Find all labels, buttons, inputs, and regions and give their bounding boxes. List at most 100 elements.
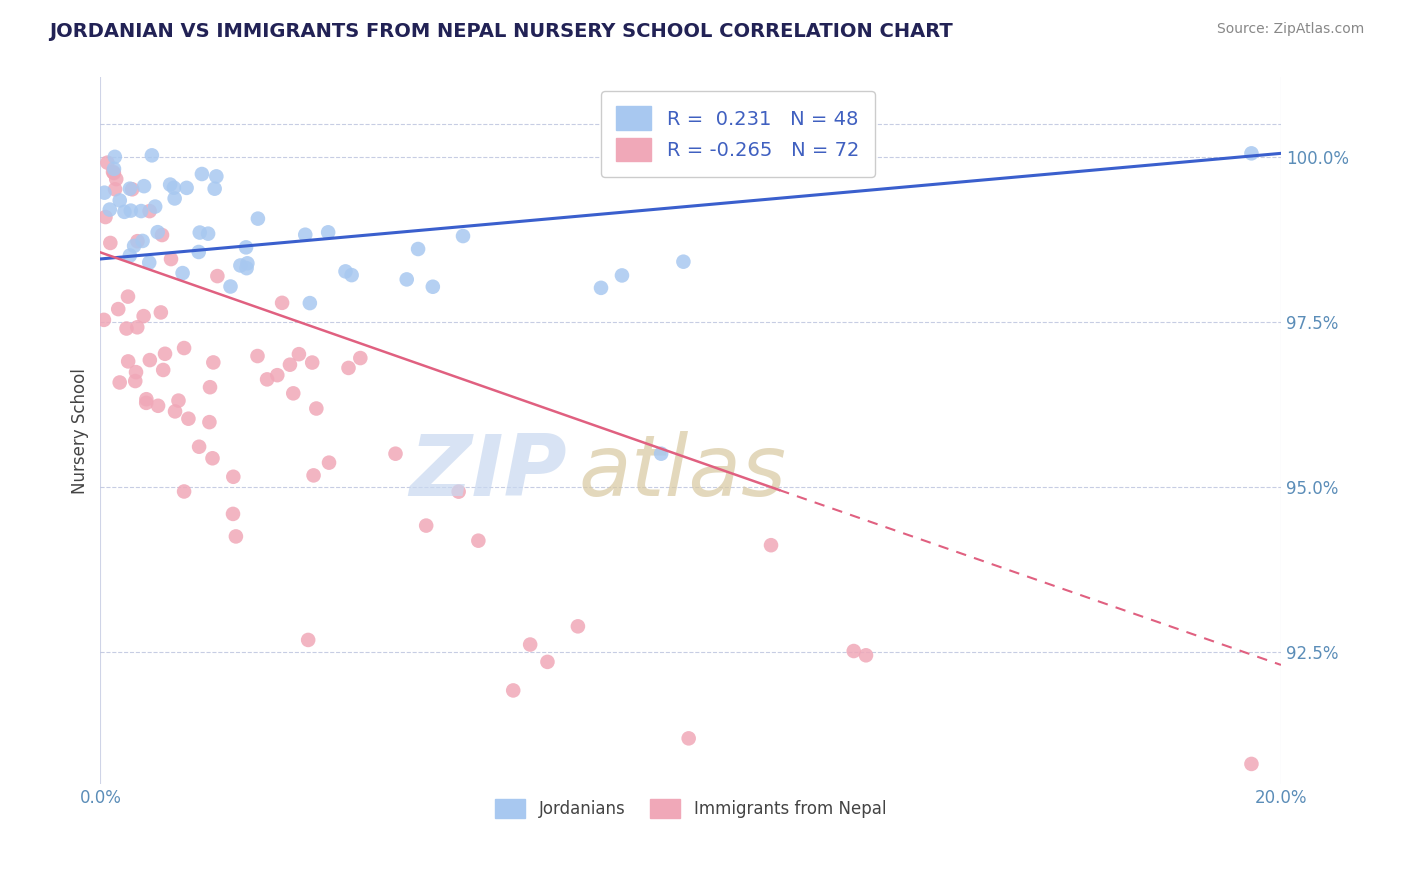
Point <box>204 182 226 196</box>
Point <box>219 279 242 293</box>
Point <box>297 632 319 647</box>
Point <box>103 166 125 180</box>
Point <box>138 255 160 269</box>
Y-axis label: Nursery School: Nursery School <box>72 368 89 493</box>
Point <box>132 309 155 323</box>
Point <box>101 165 124 179</box>
Point <box>759 538 782 552</box>
Point <box>138 204 160 219</box>
Point <box>225 529 247 543</box>
Point <box>266 368 288 383</box>
Point <box>316 225 339 239</box>
Text: atlas: atlas <box>578 432 786 515</box>
Point <box>229 259 252 273</box>
Point <box>105 172 128 186</box>
Point <box>337 360 360 375</box>
Point <box>207 269 229 284</box>
Point <box>305 401 328 416</box>
Point <box>125 365 148 379</box>
Point <box>131 234 153 248</box>
Point <box>107 302 129 317</box>
Point <box>188 226 211 240</box>
Point <box>98 202 121 217</box>
Point <box>108 194 131 208</box>
Point <box>135 392 157 407</box>
Point <box>146 225 169 239</box>
Point <box>672 254 695 268</box>
Point <box>117 290 139 304</box>
Point <box>122 239 145 253</box>
Point <box>176 181 198 195</box>
Point <box>197 227 219 241</box>
Point <box>246 349 269 363</box>
Point <box>143 200 166 214</box>
Point <box>415 518 437 533</box>
Point <box>150 228 173 243</box>
Point <box>589 281 612 295</box>
Point <box>187 244 209 259</box>
Point <box>502 683 524 698</box>
Point <box>118 182 141 196</box>
Point <box>447 484 470 499</box>
Point <box>98 235 121 250</box>
Point <box>202 355 225 369</box>
Point <box>104 150 127 164</box>
Point <box>93 186 115 200</box>
Point <box>855 648 877 663</box>
Point <box>422 279 444 293</box>
Point <box>117 354 139 368</box>
Point <box>318 456 340 470</box>
Point <box>153 347 176 361</box>
Point <box>335 264 357 278</box>
Point <box>177 411 200 425</box>
Point <box>129 204 152 219</box>
Point <box>384 447 406 461</box>
Point <box>340 268 363 282</box>
Point <box>298 296 321 310</box>
Text: JORDANIAN VS IMMIGRANTS FROM NEPAL NURSERY SCHOOL CORRELATION CHART: JORDANIAN VS IMMIGRANTS FROM NEPAL NURSE… <box>49 22 953 41</box>
Point <box>246 211 269 226</box>
Point <box>115 321 138 335</box>
Point <box>1240 146 1263 161</box>
Point <box>103 161 125 176</box>
Point <box>283 386 305 401</box>
Point <box>395 272 418 286</box>
Point <box>301 355 323 369</box>
Point <box>222 507 245 521</box>
Point <box>235 240 257 254</box>
Point <box>167 393 190 408</box>
Point <box>678 731 700 746</box>
Point <box>159 178 181 192</box>
Point <box>121 182 143 196</box>
Point <box>163 404 186 418</box>
Point <box>302 468 325 483</box>
Point <box>160 252 183 266</box>
Point <box>141 148 163 162</box>
Point <box>173 341 195 355</box>
Point <box>451 229 474 244</box>
Point <box>173 484 195 499</box>
Point <box>146 399 169 413</box>
Point <box>139 353 162 368</box>
Point <box>222 469 245 483</box>
Point <box>1240 756 1263 771</box>
Point <box>406 242 429 256</box>
Point <box>132 179 155 194</box>
Point <box>842 644 865 658</box>
Point <box>294 227 316 242</box>
Point <box>567 619 589 633</box>
Point <box>191 167 214 181</box>
Point <box>135 396 157 410</box>
Point <box>288 347 311 361</box>
Point <box>93 313 115 327</box>
Point <box>127 234 149 248</box>
Point <box>104 182 127 196</box>
Point <box>112 204 135 219</box>
Point <box>349 351 371 365</box>
Point <box>172 266 194 280</box>
Point <box>610 268 633 283</box>
Point <box>152 363 174 377</box>
Point <box>120 203 142 218</box>
Text: ZIP: ZIP <box>409 432 567 515</box>
Point <box>198 380 221 394</box>
